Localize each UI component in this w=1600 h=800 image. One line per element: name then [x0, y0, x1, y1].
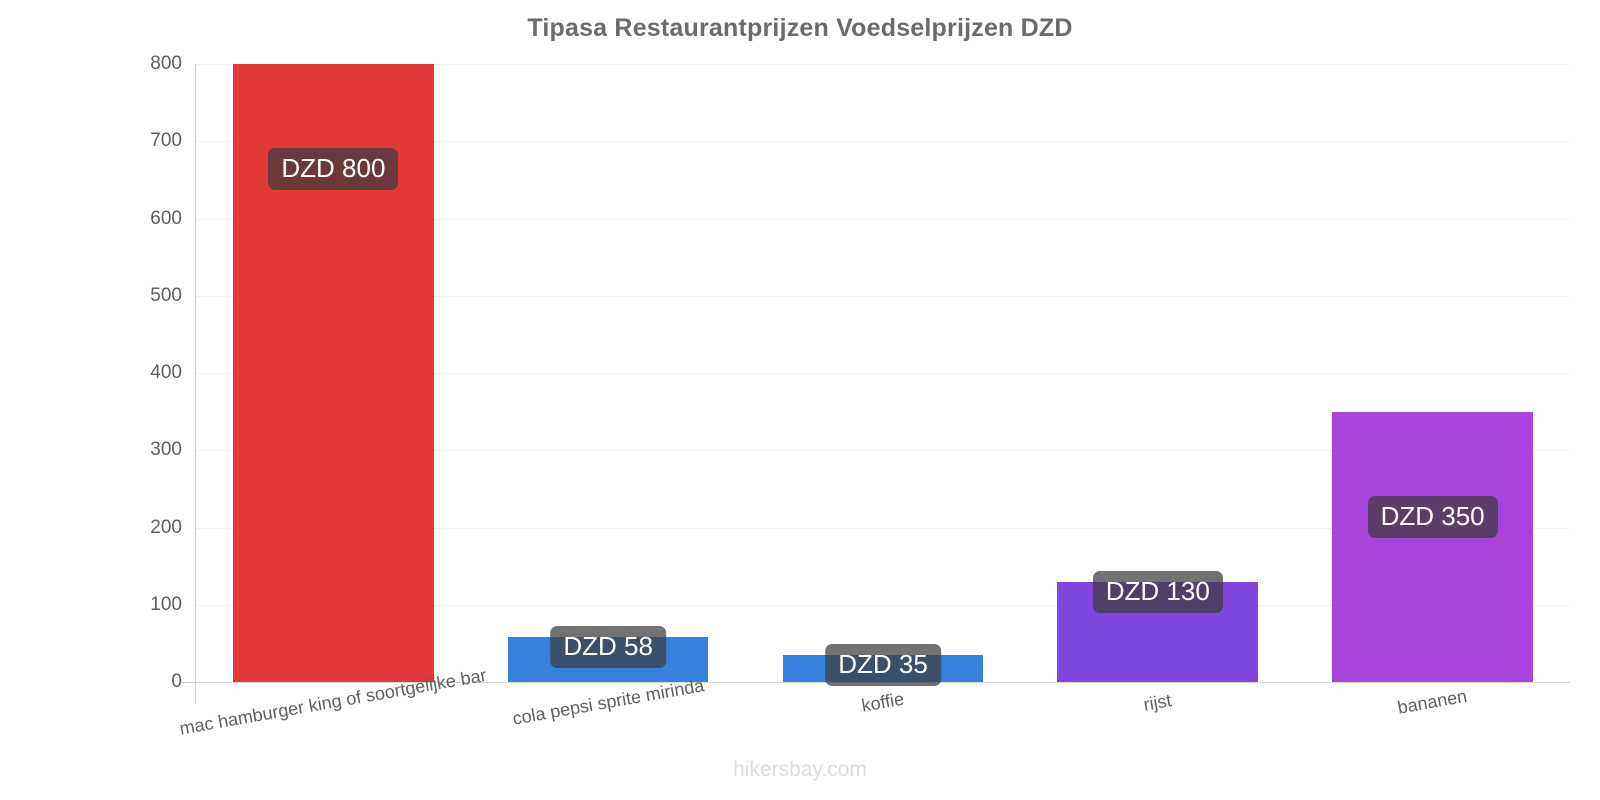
y-axis-tick-label: 800 — [150, 53, 182, 74]
gridline — [196, 604, 1570, 606]
y-axis-tick-label: 0 — [171, 671, 182, 692]
gridline — [196, 527, 1570, 529]
chart-title: Tipasa Restaurantprijzen Voedselprijzen … — [527, 14, 1073, 42]
gridline — [196, 373, 1570, 374]
x-axis-tick-label: cola pepsi sprite mirinda — [510, 675, 706, 729]
x-axis-tick-label: bananen — [1396, 686, 1469, 718]
bar-value-badge: DZD 35 — [825, 643, 941, 686]
y-axis-tick-label: 300 — [150, 439, 182, 461]
watermark-text: hikersbay.com — [733, 758, 867, 781]
y-axis-tick-label: 400 — [150, 362, 182, 383]
y-axis-tick-label: 600 — [150, 207, 182, 229]
y-axis-tick-label: 700 — [150, 130, 182, 152]
y-axis-tick-label: 200 — [150, 516, 182, 538]
x-axis-tick-label: koffie — [860, 688, 906, 716]
bar-value-badge: DZD 130 — [1092, 570, 1223, 613]
gridline — [196, 218, 1570, 220]
gridline — [196, 295, 1570, 297]
gridline — [196, 141, 1570, 143]
gridline — [196, 64, 1570, 65]
y-axis-zero-tick — [180, 682, 196, 683]
y-axis-line — [195, 64, 196, 704]
bar[interactable] — [1332, 411, 1533, 682]
bar-value-badge: DZD 350 — [1367, 495, 1498, 538]
y-axis-tick-label: 500 — [150, 284, 182, 306]
bar-value-badge: DZD 58 — [550, 626, 666, 669]
gridline — [196, 450, 1570, 452]
plot-area — [196, 64, 1570, 683]
bar-value-badge: DZD 800 — [268, 148, 399, 190]
y-axis-tick-label: 100 — [150, 593, 182, 615]
x-axis-tick-label: rijst — [1142, 689, 1174, 715]
